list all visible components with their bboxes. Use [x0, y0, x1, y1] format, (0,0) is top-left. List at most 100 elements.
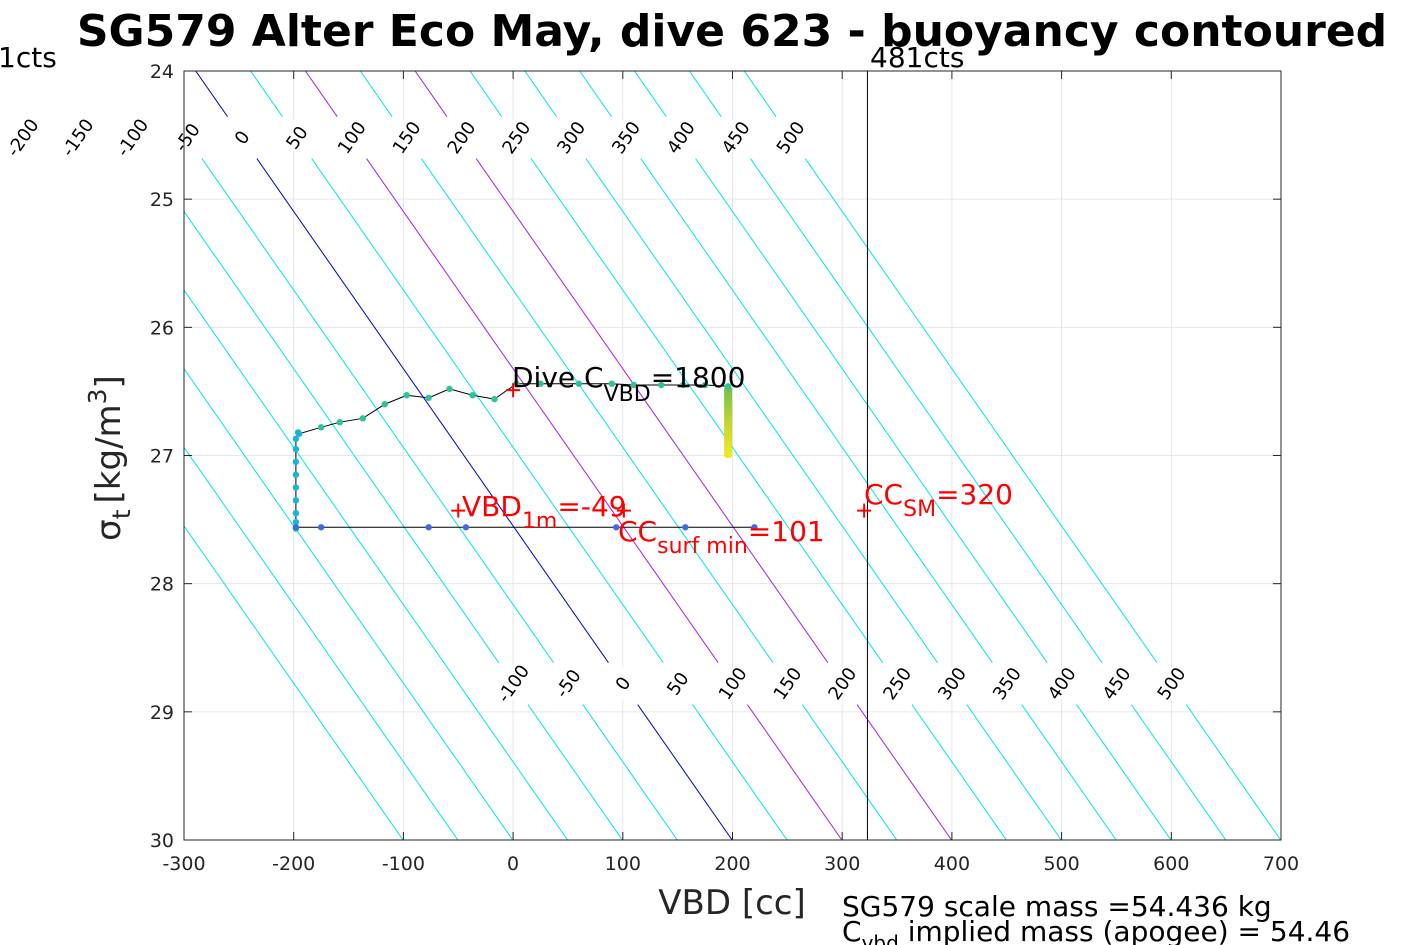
contour-label-bg: [379, 113, 434, 163]
y-label-sub: t: [107, 509, 136, 519]
contour-line: [524, 71, 1062, 840]
data-point: [657, 381, 665, 389]
data-point: [469, 392, 476, 399]
x-tick-label: 400: [934, 853, 970, 875]
x-axis-label: VBD [cc]: [658, 883, 806, 923]
y-label-sup: 3: [83, 388, 112, 404]
contour-line: [250, 71, 788, 840]
contour-label-bg: [434, 113, 489, 163]
contour-label-bg: [486, 659, 541, 709]
y-ticks: 24 25 26 27 28 29 30: [150, 61, 1281, 852]
contour-line: [184, 210, 623, 840]
data-point: [751, 524, 758, 531]
markers: [451, 383, 872, 518]
grid: [184, 71, 1281, 840]
contour-label-bg: [541, 659, 596, 709]
data-point: [292, 458, 300, 466]
contour-line: [184, 131, 678, 840]
dive-c-sub: VBD: [604, 382, 651, 407]
data-point: [724, 383, 732, 390]
contour-label-bg: [979, 659, 1035, 709]
data-point: [679, 381, 687, 389]
contour-label-bg: [760, 659, 815, 709]
x-tick-label: 200: [714, 853, 750, 875]
data-point: [317, 524, 325, 531]
contour-label-bg: [489, 113, 544, 163]
data-point: [403, 392, 410, 399]
cc-sm-sub: SM: [903, 497, 936, 522]
contour-label-bg: [705, 659, 760, 709]
data-point: [381, 401, 388, 408]
contour-line: [634, 71, 1172, 840]
marker-dive-start: [506, 383, 521, 398]
annotation-dive-c-vbd: Dive CVBD=1800: [512, 361, 745, 407]
contour-label-bg: [544, 113, 599, 163]
contour-label-bg: [324, 113, 380, 163]
contour-label-bg: [215, 113, 270, 163]
data-point: [608, 380, 616, 387]
contour-line: [359, 71, 898, 840]
data-point: [292, 524, 300, 531]
y-label-close: ]: [89, 375, 129, 388]
contour-label-bg: [653, 113, 709, 163]
contour-label-bg: [0, 113, 50, 163]
marker-cc-sm: [857, 503, 872, 518]
y-tick-label: 28: [150, 574, 174, 596]
y-tick-label: 24: [150, 61, 174, 83]
y-tick-label: 27: [150, 446, 174, 468]
y-label-sigma: σ: [89, 519, 129, 541]
data-point: [513, 380, 520, 387]
data-point: [292, 509, 300, 517]
contour-label-bg: [105, 113, 160, 163]
annotation-vbd-1m: VBD1m=-49: [462, 490, 627, 534]
contour-line: [743, 71, 1281, 840]
data-point: [292, 484, 300, 491]
y-tick-label: 29: [150, 702, 174, 724]
data-point: [613, 524, 620, 531]
data-point: [359, 415, 367, 422]
data-point: [446, 385, 453, 393]
contour-label-bg: [708, 113, 763, 163]
annotation-cc-sm: CCSM=320: [864, 478, 1013, 522]
data-point: [292, 471, 300, 478]
contour-line: [579, 71, 1117, 840]
data-point: [630, 381, 637, 389]
contour-label-bg: [1144, 659, 1199, 709]
contour-line: [184, 367, 514, 840]
annotation-cc-surf-min: CCsurf min=101: [618, 515, 825, 559]
count-label-left: 1cts: [0, 41, 57, 74]
y-tick-label: 25: [150, 189, 174, 211]
data-point: [292, 445, 300, 453]
x-tick-label: 600: [1153, 853, 1189, 875]
footer-implied-text: implied mass (apogee) = 54.46: [899, 915, 1350, 945]
contour-label-bg: [599, 113, 654, 163]
data-point: [292, 518, 300, 526]
data-point: [682, 524, 689, 531]
x-tick-label: 700: [1263, 853, 1299, 875]
buoyancy-contours: [184, 71, 1281, 840]
vbd-1m-suffix: =-49: [557, 490, 626, 523]
data-point: [462, 524, 470, 531]
footer-c: C: [842, 915, 862, 945]
x-tick-label: 500: [1043, 853, 1079, 875]
x-tick-label: 300: [824, 853, 860, 875]
y-tick-label: 30: [150, 830, 174, 852]
vbd-1m-sub: 1m: [522, 509, 557, 534]
apogee-segment: [724, 386, 733, 459]
data-point: [425, 394, 432, 402]
y-tick-label: 26: [150, 317, 174, 339]
data-point: [575, 380, 583, 387]
contour-label-bg: [925, 659, 980, 709]
contour-label-bg: [160, 113, 215, 163]
footer-scale-mass: SG579 scale mass =54.436 kg: [842, 890, 1272, 923]
contour-line: [469, 71, 1007, 840]
count-label-right: 481cts: [870, 41, 964, 74]
contour-label-bg: [650, 659, 706, 709]
contour-label-bg: [763, 113, 818, 163]
data-point: [701, 381, 709, 389]
chart-title: SG579 Alter Eco May, dive 623 - buoyancy…: [77, 6, 1387, 57]
cc-surf-prefix: CC: [618, 515, 657, 548]
data-point: [425, 524, 432, 531]
contour-line: [688, 71, 1227, 840]
x-tick-label: -100: [382, 853, 425, 875]
